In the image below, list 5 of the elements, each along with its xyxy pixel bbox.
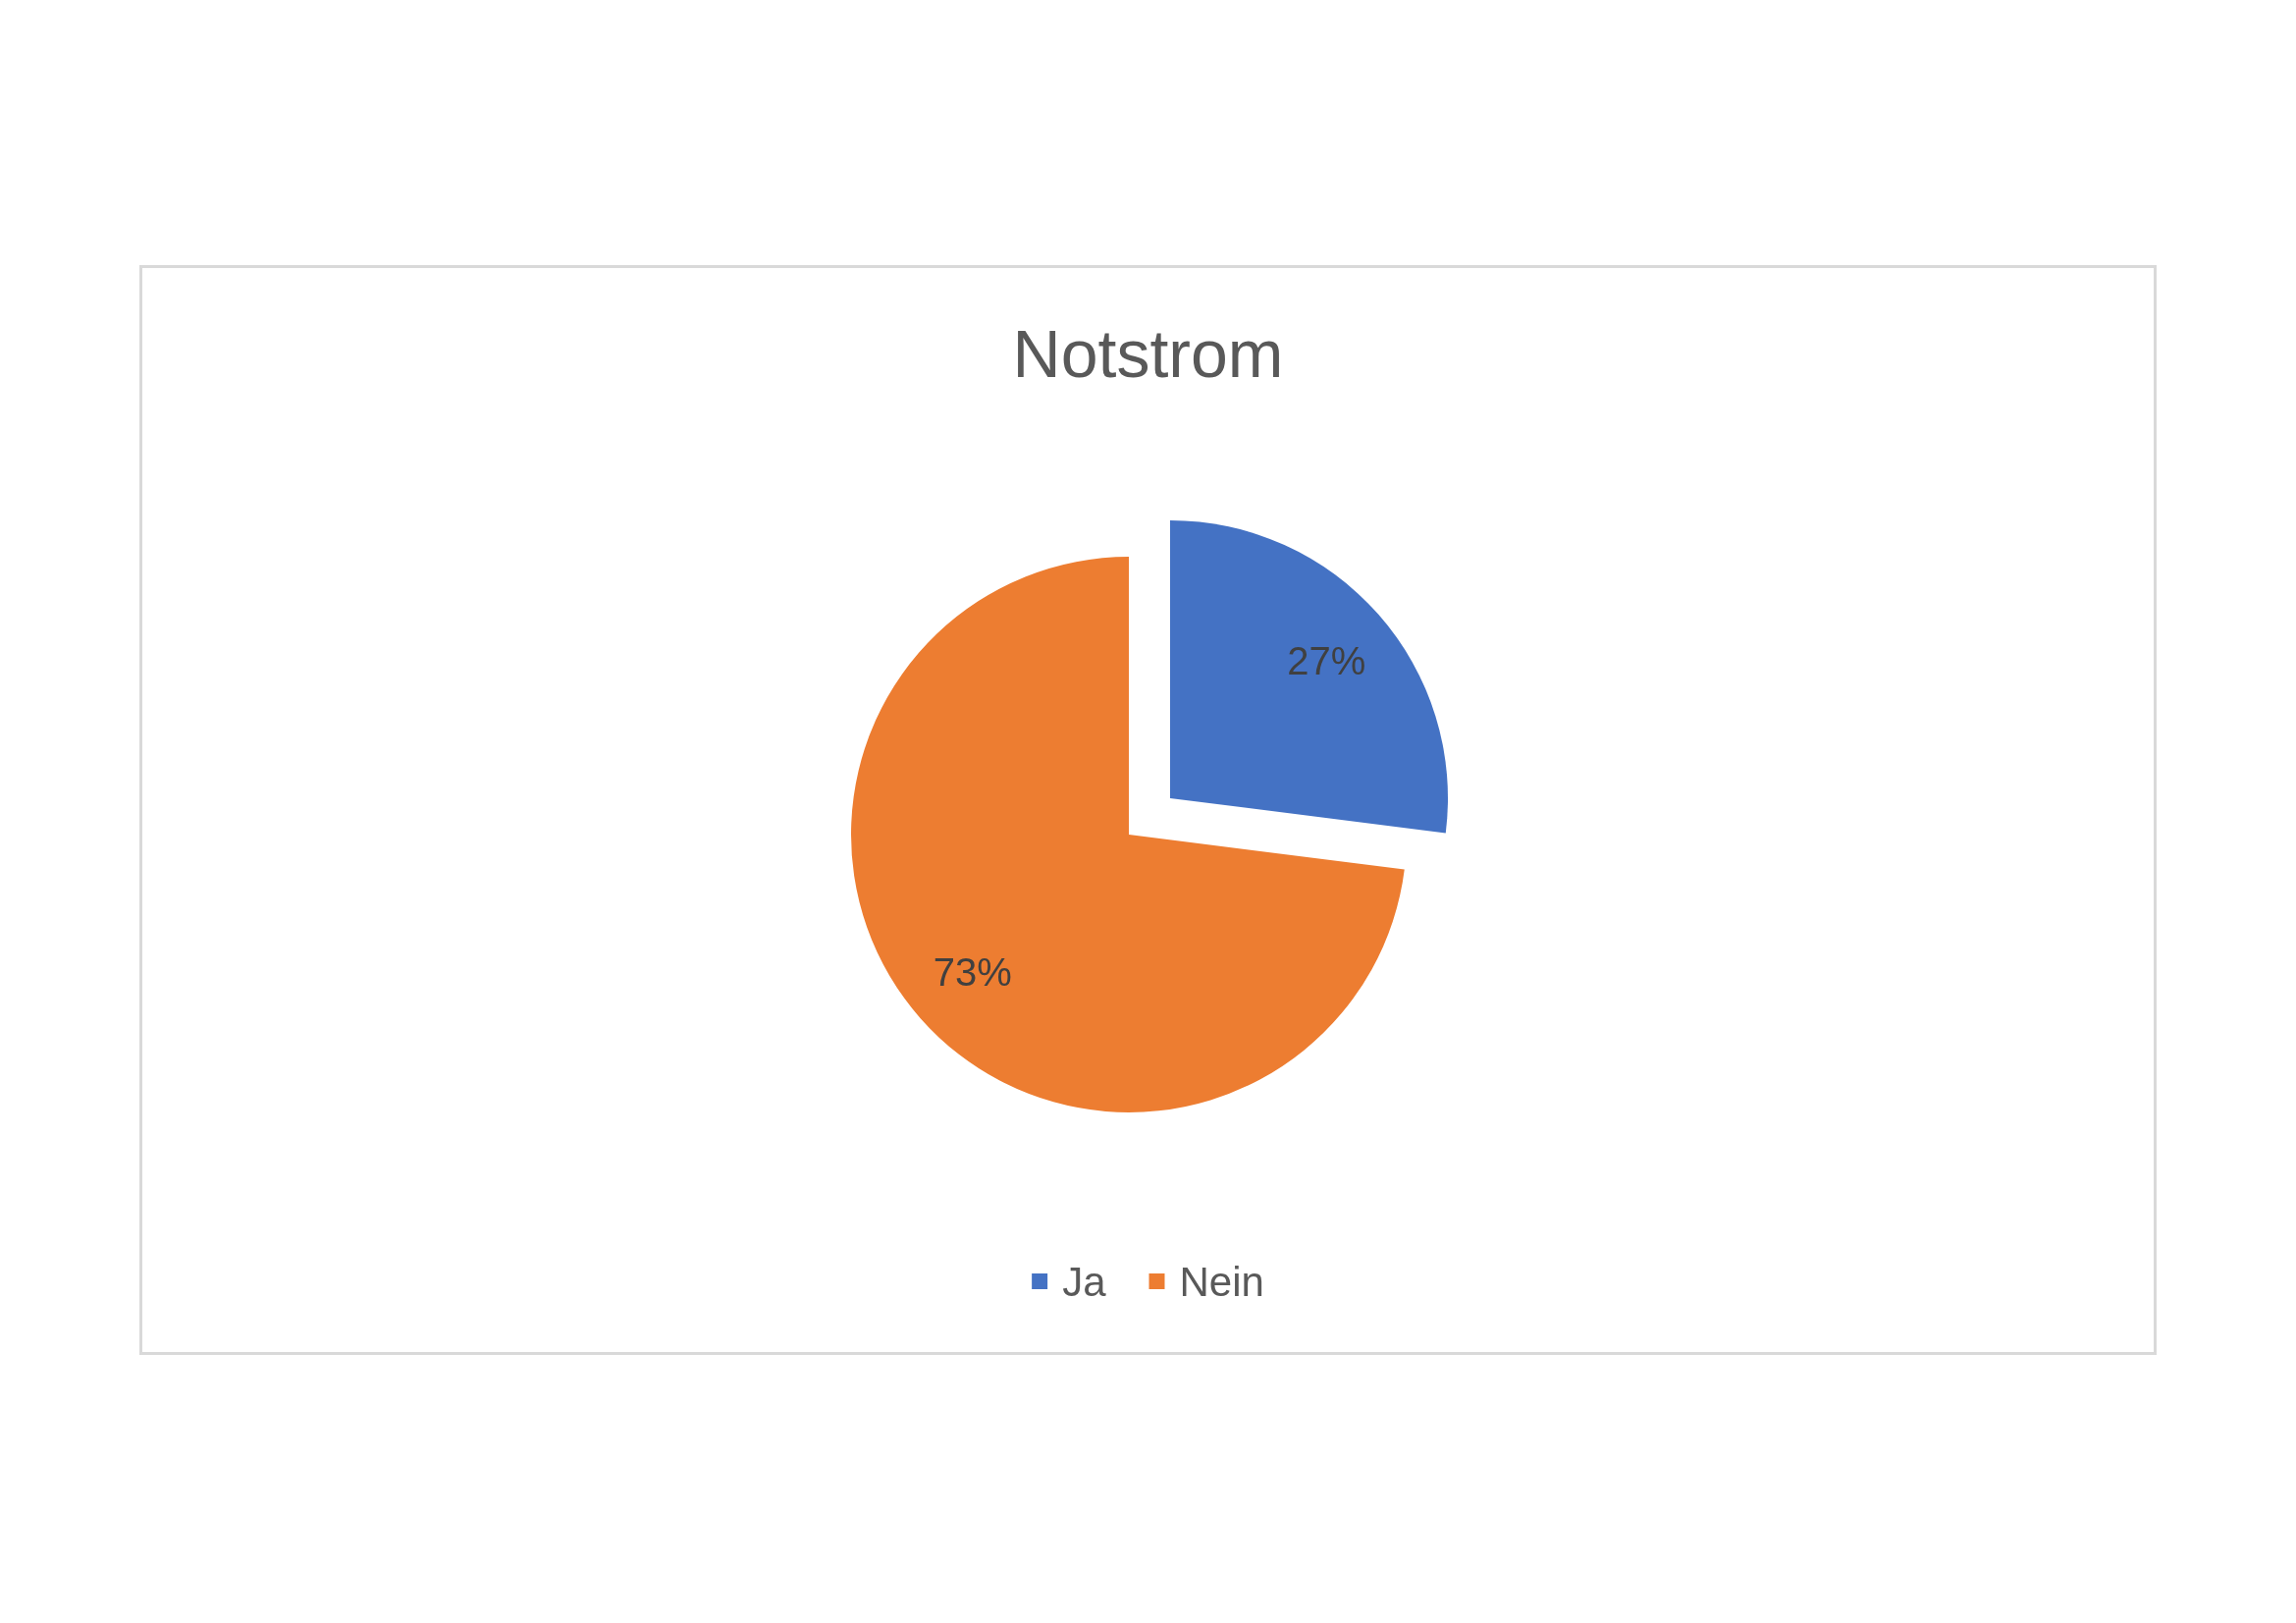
chart-title: Notstrom [1012, 316, 1284, 391]
legend-label: Nein [1179, 1258, 1264, 1305]
data-label: 73% [933, 950, 1012, 995]
legend-label: Ja [1062, 1258, 1107, 1305]
data-label: 27% [1287, 638, 1366, 682]
